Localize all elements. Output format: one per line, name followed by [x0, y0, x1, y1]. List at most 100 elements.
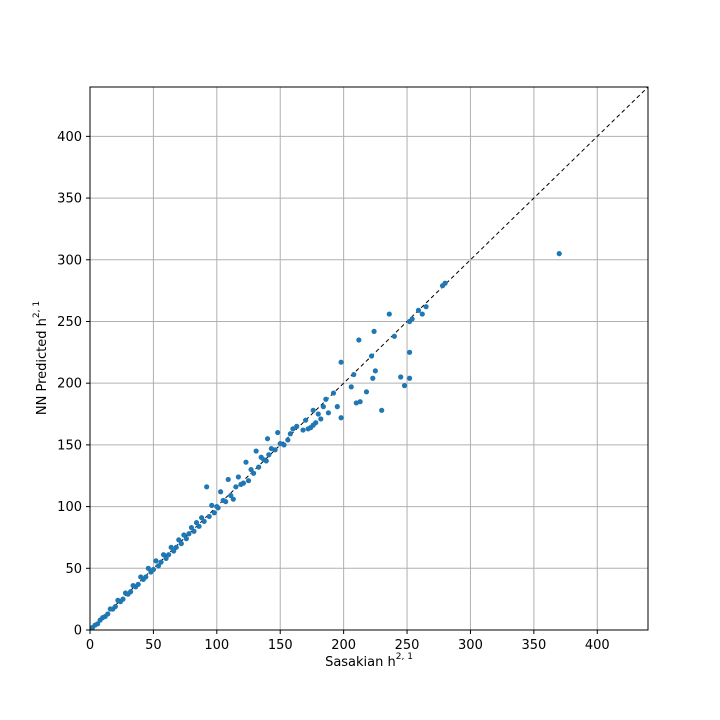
scatter-point — [178, 541, 184, 547]
scatter-point — [330, 390, 337, 396]
y-tick-label: 200 — [57, 377, 82, 392]
x-tick-label: 200 — [331, 638, 356, 653]
scatter-point — [245, 478, 252, 484]
scatter-point — [391, 333, 397, 339]
y-tick-label: 350 — [57, 192, 82, 207]
scatter-point — [204, 484, 210, 490]
scatter-point — [201, 518, 207, 525]
scatter-point — [214, 503, 220, 510]
x-tick-label: 0 — [86, 638, 94, 653]
scatter-point — [338, 359, 344, 365]
scatter-point — [310, 407, 316, 413]
scatter-point — [290, 426, 296, 432]
scatter-point — [275, 429, 281, 436]
y-axis-label: NN Predicted h2, 1 — [32, 301, 50, 415]
scatter-point — [148, 569, 154, 575]
scatter-point — [253, 448, 259, 454]
scatter-point — [158, 559, 164, 565]
scatter-point — [138, 574, 144, 580]
scatter-point — [173, 544, 179, 550]
scatter-point — [166, 552, 172, 558]
scatter-point — [302, 417, 309, 423]
scatter-point — [264, 436, 271, 442]
scatter-point — [419, 311, 425, 317]
y-tick-label: 100 — [57, 500, 82, 515]
y-tick-label: 50 — [65, 562, 82, 577]
scatter-point — [315, 411, 321, 417]
x-tick-label: 400 — [585, 638, 610, 653]
scatter-point — [379, 407, 385, 413]
scatter-point — [97, 617, 103, 623]
scatter-point — [370, 375, 376, 381]
scatter-point — [199, 515, 205, 521]
scatter-point — [294, 423, 300, 429]
x-tick-label: 100 — [204, 638, 229, 653]
y-tick-label: 250 — [57, 315, 82, 330]
scatter-point — [256, 464, 262, 470]
reference-line — [89, 86, 649, 631]
scatter-point — [220, 497, 226, 504]
scatter-point — [193, 520, 200, 526]
scatter-point — [401, 383, 408, 389]
scatter-point — [206, 513, 212, 520]
scatter-point — [233, 484, 239, 490]
scatter-point — [168, 544, 174, 550]
scatter-point — [439, 283, 446, 289]
scatter-point — [153, 558, 159, 564]
scatter-point — [183, 536, 189, 542]
scatter-point — [423, 304, 429, 310]
scatter-point — [371, 328, 377, 334]
scatter-point — [235, 474, 241, 480]
scatter-point — [230, 496, 236, 502]
scatter-point — [130, 582, 136, 589]
scatter-point — [225, 476, 231, 483]
scatter-point — [191, 528, 197, 534]
scatter-point — [351, 371, 357, 378]
scatter-point — [398, 374, 404, 380]
scatter-point — [318, 416, 324, 422]
scatter-point — [248, 466, 254, 473]
y-tick-label: 0 — [74, 624, 82, 639]
scatter-point — [163, 555, 169, 562]
scatter-point — [363, 389, 370, 395]
scatter-point — [186, 531, 192, 537]
scatter-point — [228, 492, 234, 499]
scatter-point — [348, 384, 354, 390]
scatter-point — [277, 441, 283, 447]
scatter-point — [122, 590, 129, 596]
scatter-point — [353, 400, 359, 406]
x-tick-label: 50 — [145, 638, 162, 653]
scatter-point — [238, 481, 244, 487]
scatter-point — [211, 510, 217, 516]
scatter-point — [258, 454, 264, 460]
scatter-point — [386, 311, 392, 317]
scatter-point — [176, 537, 182, 543]
scatter-point — [115, 597, 121, 603]
scatter-point — [243, 459, 249, 465]
x-axis-ticks: 0 50 100 150 200 250 300 350 400 — [86, 630, 610, 653]
scatter-point — [181, 532, 187, 538]
scatter-point — [305, 426, 311, 432]
scatter-point — [209, 502, 215, 508]
y-tick-label: 300 — [57, 253, 82, 268]
scatter-point — [406, 375, 413, 381]
scatter-point — [196, 523, 202, 529]
y-tick-label: 150 — [57, 438, 82, 453]
scatter-point — [325, 410, 332, 416]
scatter-point — [300, 427, 306, 433]
scatter-point — [320, 404, 326, 410]
scatter-point — [323, 396, 329, 402]
scatter-point — [285, 437, 291, 443]
scatter-point — [155, 563, 162, 569]
scatter-point — [406, 349, 413, 355]
scatter-point — [372, 368, 378, 374]
scatter-point — [415, 307, 422, 313]
x-tick-label: 300 — [458, 638, 483, 653]
scatter-point — [368, 353, 375, 359]
scatter-point — [287, 431, 293, 437]
x-axis-label: Sasakian h2, 1 — [325, 652, 413, 670]
x-tick-label: 150 — [268, 638, 293, 653]
scatter-point — [356, 337, 362, 343]
